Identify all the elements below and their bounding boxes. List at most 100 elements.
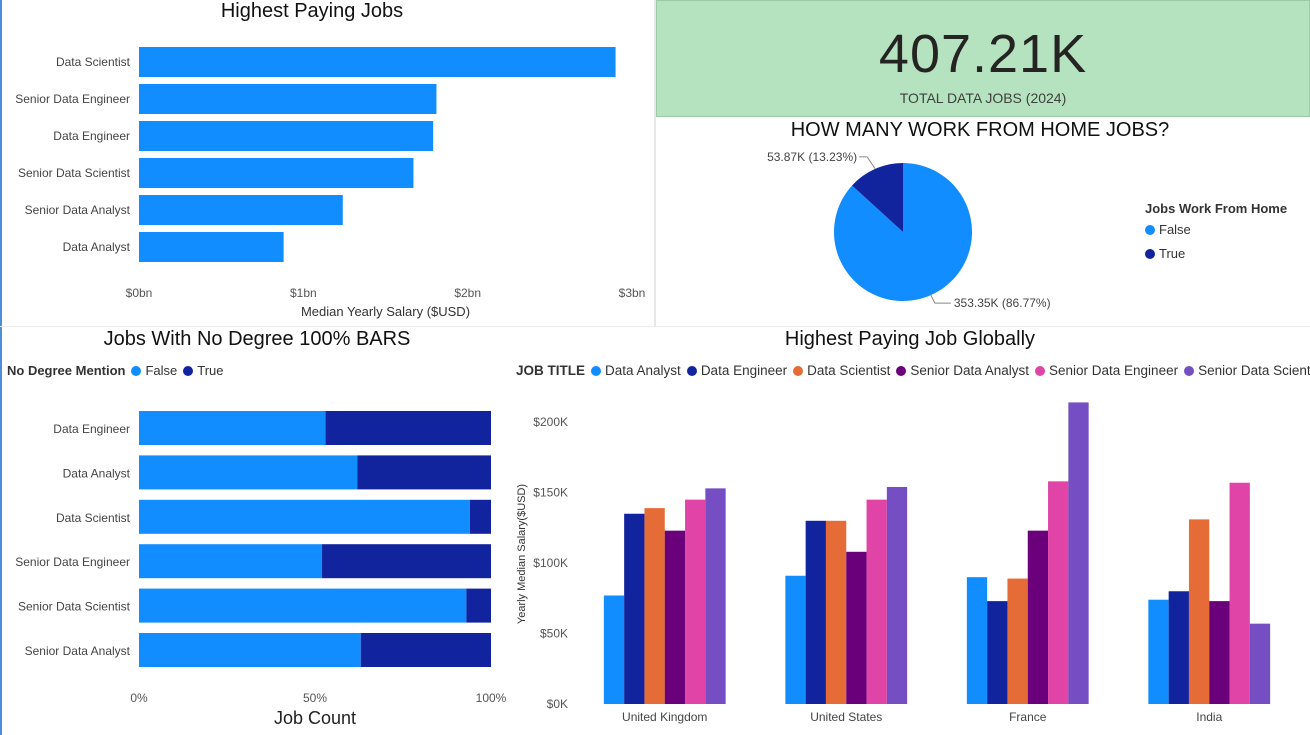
legend-item-true[interactable]: True — [183, 363, 224, 378]
bar-senior-data-engineer[interactable] — [139, 84, 437, 114]
bar-senior-data-scientist[interactable] — [139, 158, 414, 188]
highest-paying-jobs-chart[interactable]: Data Scientist Senior Data Engineer Data E… — [0, 0, 654, 326]
legend-dot — [131, 365, 142, 376]
legend-item-senior-data-engineer[interactable]: Senior Data Engineer — [1035, 363, 1178, 378]
legend-item-false[interactable]: False — [1145, 222, 1281, 237]
bar-senior-data-analyst-false[interactable] — [139, 633, 361, 667]
category-label-data-engineer: Data Engineer — [53, 422, 130, 436]
bar-united-kingdom-senior-data-scientist[interactable] — [705, 488, 726, 704]
legend-item-senior-data-scientist[interactable]: Senior Data Scientist — [1184, 363, 1310, 378]
bar-united-states-data-engineer[interactable] — [805, 520, 826, 704]
chart-title: HOW MANY WORK FROM HOME JOBS? — [790, 119, 1170, 141]
bar-united-states-senior-data-scientist[interactable] — [886, 486, 908, 704]
bar-united-kingdom-data-analyst[interactable] — [603, 595, 625, 704]
bar-united-states-senior-data-engineer[interactable] — [866, 499, 887, 704]
bar-data-analyst-false[interactable] — [139, 455, 358, 490]
legend-item-data-analyst[interactable]: Data Analyst — [591, 363, 681, 378]
bar-france-data-scientist[interactable] — [1007, 578, 1028, 704]
category-label-senior-data-analyst: Senior Data Analyst — [25, 644, 131, 658]
bar-united-kingdom-data-engineer[interactable] — [624, 513, 645, 704]
work-from-home-panel[interactable]: HOW MANY WORK FROM HOME JOBS? 353.35K (8… — [656, 117, 1310, 326]
bar-data-scientist-true[interactable] — [469, 499, 491, 534]
y-tick-label: $200K — [533, 415, 568, 429]
legend-dot — [1145, 248, 1155, 259]
x-axis-title: Median Yearly Salary ($USD) — [301, 304, 470, 319]
legend-dot — [793, 365, 804, 376]
bar-france-senior-data-engineer[interactable] — [1048, 481, 1069, 704]
bar-data-engineer-false[interactable] — [139, 411, 326, 445]
kpi-label: TOTAL DATA JOBS (2024) — [899, 90, 1067, 106]
kpi-card[interactable]: 407.21K TOTAL DATA JOBS (2024) — [656, 0, 1310, 117]
legend-dot — [1145, 224, 1155, 235]
leader-line — [930, 294, 951, 304]
bar-france-senior-data-scientist[interactable] — [1068, 402, 1089, 704]
pie-slice-true[interactable] — [852, 163, 903, 232]
pie-legend-title: Jobs Work From Home — [1145, 201, 1288, 216]
bar-france-data-analyst[interactable] — [966, 577, 988, 704]
kpi-value: 407.21K — [878, 24, 1088, 84]
legend-title: JOB TITLE — [516, 363, 586, 378]
bar-united-states-data-scientist[interactable] — [825, 520, 847, 704]
legend-item-data-scientist[interactable]: Data Scientist — [793, 363, 890, 378]
chart-title: Highest Paying Jobs — [220, 0, 404, 22]
bar-senior-data-scientist-true[interactable] — [466, 588, 491, 623]
bar-data-engineer[interactable] — [139, 121, 434, 151]
bar-united-states-data-analyst[interactable] — [785, 575, 806, 704]
legend-label: Data Analyst — [605, 363, 681, 378]
bar-united-kingdom-data-scientist[interactable] — [644, 508, 665, 704]
highest-paying-jobs-panel[interactable]: Highest Paying Jobs Data Scientist Senior… — [0, 0, 654, 326]
bar-senior-data-engineer-true[interactable] — [322, 544, 491, 579]
bar-senior-data-scientist-false[interactable] — [139, 588, 467, 623]
bar-data-scientist[interactable] — [139, 47, 616, 77]
x-tick-label: India — [1196, 710, 1222, 724]
bar-france-data-engineer[interactable] — [987, 601, 1008, 704]
legend-title: No Degree Mention — [7, 363, 126, 378]
slice-data-label: 353.35K (86.77%) — [954, 296, 1051, 310]
legend-item-false[interactable]: False — [131, 363, 177, 378]
work-from-home-pie[interactable]: 353.35K (86.77%) 53.87K (13.23%) — [656, 117, 1310, 326]
bar-india-data-engineer[interactable] — [1168, 591, 1189, 704]
legend-label: False — [145, 363, 178, 378]
x-tick-label: $0bn — [126, 286, 153, 300]
bar-india-data-scientist[interactable] — [1188, 519, 1210, 704]
bar-united-kingdom-senior-data-engineer[interactable] — [685, 499, 706, 704]
bar-senior-data-analyst-true[interactable] — [360, 633, 491, 667]
category-label-senior-data-engineer: Senior Data Engineer — [15, 92, 130, 106]
bar-india-data-analyst[interactable] — [1148, 599, 1169, 704]
legend-item-senior-data-analyst[interactable]: Senior Data Analyst — [896, 363, 1029, 378]
category-label-data-engineer: Data Engineer — [53, 129, 130, 143]
x-axis-title: Job Count — [273, 708, 357, 728]
legend-dot — [896, 365, 907, 376]
bar-india-senior-data-analyst[interactable] — [1209, 601, 1230, 704]
legend-dot — [1184, 365, 1195, 376]
bar-united-kingdom-senior-data-analyst[interactable] — [664, 530, 686, 704]
bar-united-states-senior-data-analyst[interactable] — [846, 551, 867, 704]
bar-senior-data-analyst[interactable] — [139, 195, 343, 225]
bar-france-senior-data-analyst[interactable] — [1027, 530, 1049, 704]
bar-data-analyst-true[interactable] — [357, 455, 491, 490]
bar-data-engineer-true[interactable] — [325, 411, 491, 445]
x-tick-label: 50% — [303, 691, 327, 705]
bar-data-scientist-false[interactable] — [139, 499, 470, 534]
y-axis-title: Yearly Median Salary($USD) — [516, 484, 528, 624]
chart-title: Jobs With No Degree 100% BARS — [103, 328, 411, 350]
no-degree-panel[interactable]: Jobs With No Degree 100% BARS No Degree … — [0, 327, 510, 735]
panel-divider-horizontal — [0, 326, 1310, 327]
y-tick-label: $50K — [540, 627, 568, 641]
no-degree-chart[interactable]: Data Engineer Data Analyst Data Scientist S… — [0, 327, 510, 735]
legend-item-true[interactable]: True — [1145, 246, 1281, 261]
global-salary-chart[interactable]: $0K $50K $100K $150K $200K Yearly Median Sala… — [510, 327, 1310, 735]
legend-dot — [686, 365, 697, 376]
global-salary-panel[interactable]: Highest Paying Job Globally JOB TITLE Da… — [510, 327, 1310, 735]
category-label-data-scientist: Data Scientist — [56, 55, 131, 69]
bar-senior-data-engineer-false[interactable] — [139, 544, 323, 579]
category-label-data-analyst: Data Analyst — [63, 240, 131, 254]
bar-india-senior-data-scientist[interactable] — [1249, 623, 1271, 704]
bar-data-analyst[interactable] — [139, 232, 284, 262]
legend-dot — [1035, 365, 1045, 376]
category-label-senior-data-scientist: Senior Data Scientist — [18, 166, 131, 180]
legend-item-data-engineer[interactable]: Data Engineer — [686, 363, 787, 378]
x-tick-label: 100% — [476, 691, 507, 705]
bar-india-senior-data-engineer[interactable] — [1229, 482, 1250, 704]
chart-title: Highest Paying Job Globally — [784, 328, 1036, 350]
